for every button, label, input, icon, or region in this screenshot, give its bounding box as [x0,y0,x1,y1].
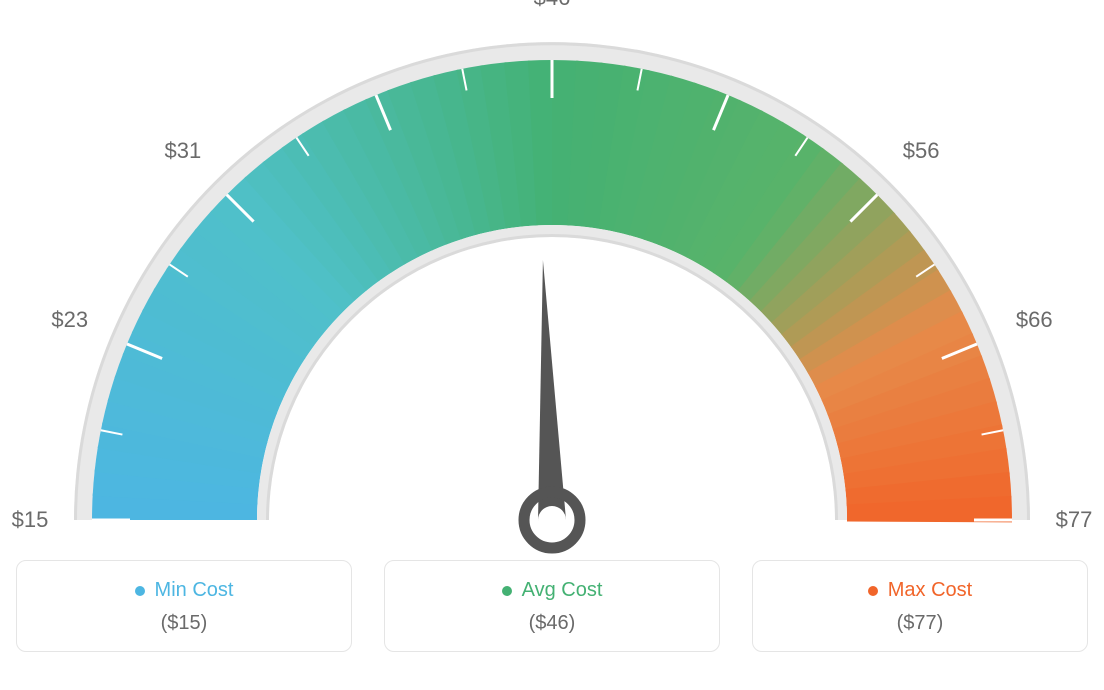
legend-box-max: Max Cost ($77) [752,560,1088,652]
gauge-tick-label: $46 [534,0,571,11]
legend-label-min: Min Cost [155,579,234,602]
legend-box-avg: Avg Cost ($46) [384,560,720,652]
gauge-tick-label: $15 [12,507,49,533]
dot-max [868,586,878,596]
legend: Min Cost ($15) Avg Cost ($46) Max Cost (… [0,560,1104,672]
legend-title-min: Min Cost [135,579,234,602]
legend-label-max: Max Cost [888,579,972,602]
gauge-chart: $15 $23 $31 $46 $56 $66 $77 [0,0,1104,560]
gauge-tick-label: $66 [1016,307,1053,333]
gauge-svg [0,0,1104,560]
gauge-tick-label: $77 [1056,507,1093,533]
legend-value-min: ($15) [29,612,339,635]
legend-value-avg: ($46) [397,612,707,635]
legend-title-max: Max Cost [868,579,972,602]
legend-box-min: Min Cost ($15) [16,560,352,652]
dot-min [135,586,145,596]
legend-title-avg: Avg Cost [502,579,603,602]
legend-label-avg: Avg Cost [522,579,603,602]
gauge-tick-label: $31 [165,138,202,164]
gauge-tick-label: $56 [903,138,940,164]
gauge-tick-label: $23 [51,307,88,333]
legend-value-max: ($77) [765,612,1075,635]
dot-avg [502,586,512,596]
